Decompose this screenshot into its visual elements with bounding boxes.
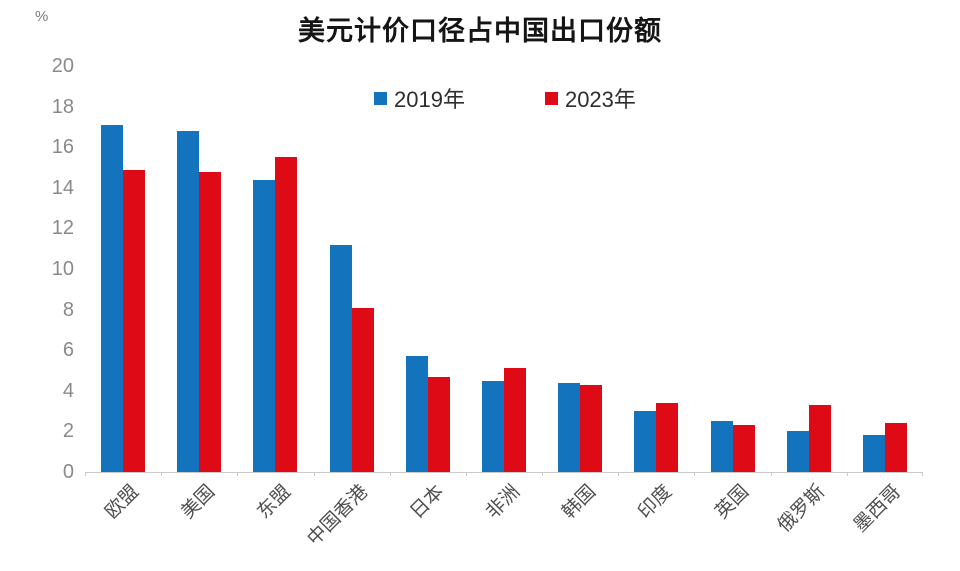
bar-2023-cat5: [504, 368, 526, 472]
y-axis-tick-label: 0: [62, 461, 74, 483]
y-axis-tick-label: 12: [51, 217, 74, 240]
y-axis-tick-label: 8: [62, 298, 74, 321]
x-axis-category-label: 非洲: [482, 481, 525, 524]
legend: 2019年 2023年: [374, 82, 636, 114]
x-axis-category-label: 中国香港: [303, 481, 372, 550]
y-axis-tick-label: 6: [62, 339, 74, 362]
plot-area: 欧盟 美国 东盟 中国香港 日本 非洲 韩国 印度 英国 俄罗斯 墨西哥: [85, 66, 923, 550]
bar-2019-cat4: [405, 356, 428, 472]
x-axis-tick: [771, 472, 772, 476]
bar-2023-cat10: [884, 423, 907, 472]
x-axis-tick: [466, 472, 467, 476]
legend-swatch-2023: [544, 91, 558, 105]
y-axis-tick-label: 10: [51, 258, 74, 280]
chart-title: 美元计价口径占中国出口份额: [298, 16, 662, 46]
x-axis-category-label: 韩国: [558, 481, 601, 524]
bar-2019-cat3: [329, 244, 352, 472]
x-axis-tick: [85, 472, 86, 476]
bar-2019-cat7: [634, 411, 657, 472]
bar-2019-cat1: [177, 130, 200, 472]
x-axis-category-label: 英国: [710, 481, 753, 524]
y-axis-tick-label: 14: [51, 176, 74, 199]
x-axis-category-label: 东盟: [253, 481, 296, 524]
x-axis-tick: [314, 472, 315, 476]
bar-2019-cat8: [710, 421, 733, 472]
x-axis-tick: [847, 472, 848, 476]
y-axis-tick-label: 18: [51, 95, 74, 118]
x-axis-category-label: 印度: [634, 481, 677, 524]
bar-2023-cat3: [351, 307, 374, 472]
y-axis-tick-label: 20: [51, 55, 74, 77]
bar-2023-cat1: [199, 171, 222, 472]
bar-2023-cat4: [427, 376, 450, 472]
legend-item-2023: 2023年: [544, 82, 636, 114]
legend-swatch-2019: [374, 91, 387, 105]
y-axis-tick-label: 16: [51, 136, 74, 159]
bar-2019-cat0: [101, 124, 124, 472]
legend-label-2019: 2019年: [394, 87, 465, 112]
x-axis-tick: [161, 472, 162, 476]
bar-2019-cat10: [862, 435, 885, 472]
x-axis-tick: [694, 472, 695, 476]
x-axis-category-label: 欧盟: [101, 481, 144, 524]
x-axis-tick: [542, 472, 543, 476]
bar-2023-cat6: [580, 384, 603, 472]
bar-2023-cat8: [732, 425, 755, 472]
legend-label-2023: 2023年: [564, 87, 636, 112]
x-axis-tick: [922, 472, 923, 476]
bar-2019-cat5: [482, 380, 504, 472]
x-axis-category-label: 俄罗斯: [773, 481, 829, 537]
x-axis-category-label: 日本: [406, 481, 448, 524]
x-axis-category-label: 墨西哥: [849, 481, 906, 537]
legend-item-2019: 2019年: [374, 82, 465, 114]
y-axis-unit-label: %: [35, 8, 49, 25]
bar-2023-cat9: [808, 405, 831, 472]
bar-2019-cat2: [253, 179, 276, 472]
y-axis-tick-label: 2: [62, 420, 74, 443]
bar-2023-cat7: [656, 402, 679, 472]
x-axis-tick: [618, 472, 619, 476]
bar-2023-cat0: [123, 169, 146, 472]
x-axis-tick: [390, 472, 391, 476]
bar-2019-cat6: [558, 382, 581, 472]
y-axis-tick-label: 4: [62, 379, 74, 402]
bar-2023-cat2: [275, 157, 298, 472]
x-axis-tick: [237, 472, 238, 476]
bar-2019-cat9: [786, 431, 809, 472]
x-axis-category-label: 美国: [177, 481, 220, 524]
